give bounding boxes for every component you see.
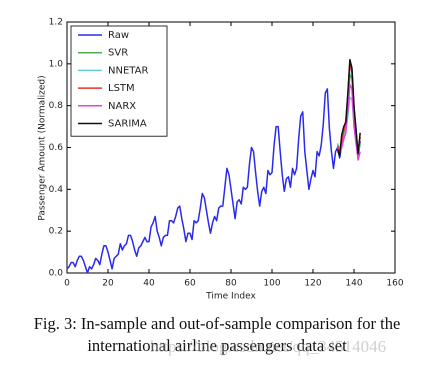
- x-tick-label: 160: [386, 279, 403, 289]
- y-tick-label: 0.0: [49, 269, 64, 279]
- legend-label: NARX: [108, 101, 136, 112]
- y-tick-label: 1.0: [49, 59, 64, 69]
- y-tick-label: 0.2: [49, 227, 63, 237]
- x-tick-label: 80: [225, 279, 237, 289]
- legend-label: NNETAR: [108, 65, 148, 76]
- legend-label: Raw: [108, 30, 129, 41]
- x-tick-label: 0: [64, 279, 70, 289]
- watermark: https://blog.csdn.net/qq_34514046: [150, 337, 387, 356]
- caption-line: international airline passengers data se…: [87, 336, 347, 355]
- y-tick-label: 0.8: [49, 101, 64, 111]
- series-line: [336, 58, 361, 157]
- legend-label: LSTM: [108, 83, 135, 94]
- y-axis-label: Passenger Amount (Normalized): [38, 75, 48, 220]
- y-tick-label: 1.2: [49, 18, 63, 28]
- legend-label: SVR: [108, 48, 128, 59]
- y-tick-label: 0.6: [49, 143, 64, 153]
- x-tick-label: 20: [102, 279, 114, 289]
- legend-label: SARIMA: [108, 119, 147, 130]
- chart: Time Index Passenger Amount (Normalized)…: [38, 18, 404, 302]
- caption-line: Fig. 3: In-sample and out-of-sample comp…: [33, 314, 401, 333]
- x-tick-label: 100: [263, 279, 280, 289]
- x-tick-label: 60: [184, 279, 196, 289]
- x-axis-label: Time Index: [205, 292, 256, 301]
- legend-box: [70, 25, 168, 137]
- series-line: [337, 84, 361, 161]
- y-tick-label: 0.4: [49, 185, 64, 195]
- series-line: [66, 63, 361, 274]
- x-tick-label: 120: [304, 279, 321, 289]
- x-tick-label: 40: [143, 279, 155, 289]
- x-tick-label: 140: [345, 279, 362, 289]
